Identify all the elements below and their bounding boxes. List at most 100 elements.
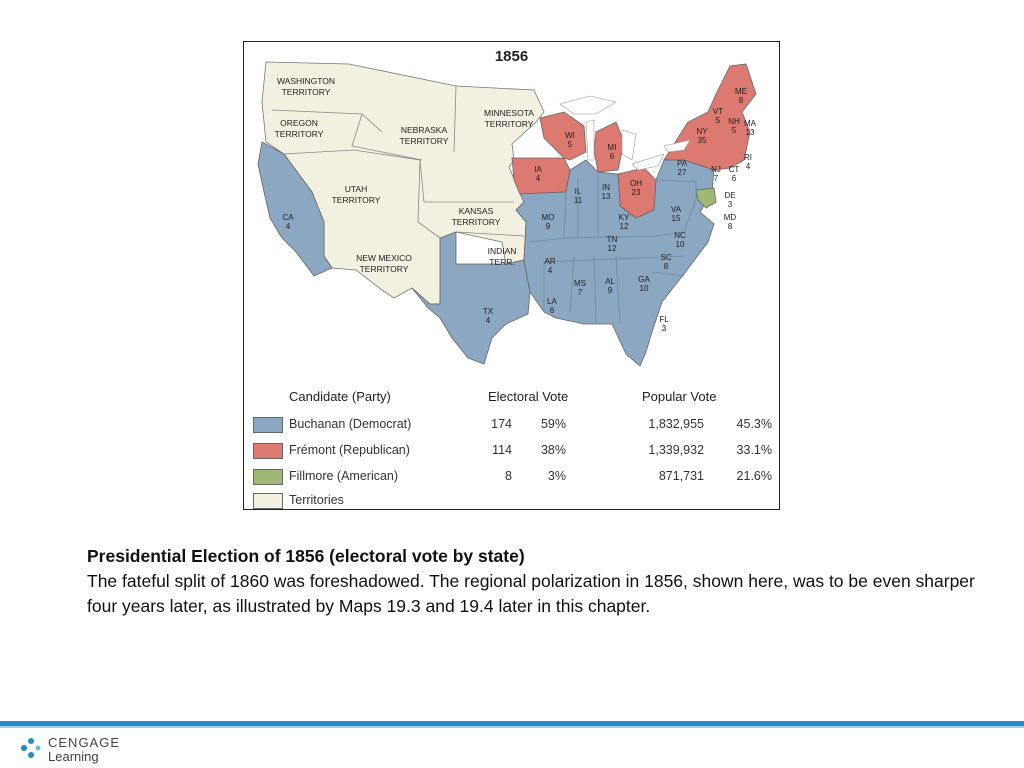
legend-header-electoral: Electoral Vote [488,389,569,404]
state-votes-ca: 4 [286,222,291,231]
territory-label-l2: TERRITORY [360,264,409,274]
us-map: WASHINGTON TERRITORY OREGON TERRITORY NE… [257,61,757,367]
territory-label-l1: NEBRASKA [401,125,448,135]
legend-candidate: Territories [289,493,344,507]
legend-electoral-votes: 174 [491,417,512,431]
svg-text:MINNESOTA: MINNESOTA [484,108,534,118]
legend-candidate: Fillmore (American) [289,469,399,483]
caption-body: The fateful split of 1860 was foreshadow… [87,571,975,616]
territory-label-l2: TERRITORY [332,195,381,205]
state-abbr-ar: AR [544,257,555,266]
state-votes-vt: 5 [716,116,721,125]
state-votes-me: 8 [739,96,744,105]
caption: Presidential Election of 1856 (electoral… [87,544,987,619]
state-abbr-ms: MS [574,279,586,288]
logo-text-bottom: Learning [48,749,99,764]
state-votes-ar: 4 [548,266,553,275]
state-abbr-la: LA [547,297,557,306]
territory-label-l1: UTAH [345,184,368,194]
footer-divider-light [0,726,1024,728]
state-votes-tn: 12 [608,244,617,253]
state-abbr-ga: GA [638,275,650,284]
election-map-figure: 1856 [243,41,780,510]
state-abbr-sc: SC [660,253,671,262]
state-votes-ny: 35 [698,136,707,145]
legend-row-territories: Territories [244,490,779,509]
state-abbr-fl: FL [659,315,669,324]
state-abbr-ia: IA [534,165,542,174]
state-votes-la: 6 [550,306,555,315]
svg-text:NEBRASKA: NEBRASKA [401,125,448,135]
state-ny-ne [663,63,757,171]
state-ia [511,157,571,195]
state-abbr-il: IL [575,187,582,196]
state-votes-pa: 27 [678,168,687,177]
state-votes-wi: 5 [568,140,573,149]
svg-text:NEW MEXICO: NEW MEXICO [356,253,412,263]
state-abbr-mo: MO [542,213,555,222]
map-title: 1856 [494,48,529,65]
svg-text:TERRITORY: TERRITORY [400,136,449,146]
cengage-mark-icon [21,738,41,758]
svg-text:WASHINGTON: WASHINGTON [277,76,335,86]
territory-boundaries [271,85,525,239]
svg-text:OREGON: OREGON [280,118,318,128]
state-abbr-de: DE [724,191,735,200]
state-votes-ri: 4 [746,162,751,171]
state-votes-nh: 5 [732,126,737,135]
state-votes-nj: 7 [714,174,719,183]
svg-text:TERRITORY: TERRITORY [275,129,324,139]
legend-popular-percent: 21.6% [736,469,772,483]
svg-text:TERR.: TERR. [489,257,515,267]
legend-electoral-percent: 59% [540,417,566,431]
state-votes-al: 9 [608,286,613,295]
state-votes-md: 8 [728,222,733,231]
legend-row-buchanan: Buchanan (Democrat) 174 59% 1,832,955 45… [244,414,779,436]
svg-text:TERRITORY: TERRITORY [282,87,331,97]
territory-label-l1: OREGON [280,118,318,128]
footer-divider [0,721,1024,726]
legend-swatch [253,443,283,459]
legend-swatch [253,493,283,509]
svg-text:UTAH: UTAH [345,184,368,194]
territory-label-l1: MINNESOTA [484,108,534,118]
state-ca [257,141,333,277]
state-votes-ct: 6 [732,174,737,183]
state-abbr-tn: TN [607,235,618,244]
state-abbr-ri: RI [744,153,752,162]
caption-title: Presidential Election of 1856 (electoral… [87,546,525,566]
state-abbr-oh: OH [630,179,642,188]
legend-swatch [253,417,283,433]
state-abbr-pa: PA [677,159,688,168]
state-votes-de: 3 [728,200,733,209]
state-votes-ma: 13 [746,128,755,137]
state-abbr-nc: NC [674,231,686,240]
state-votes-ia: 4 [536,174,541,183]
state-votes-fl: 3 [662,324,667,333]
legend-electoral-percent: 3% [547,469,566,483]
state-abbr-in: IN [602,183,610,192]
territory-label-l2: TERRITORY [452,217,501,227]
state-votes-oh: 23 [632,188,641,197]
territory-label-l2: TERRITORY [485,119,534,129]
state-votes-ga: 10 [640,284,649,293]
state-abbr-va: VA [671,205,682,214]
svg-text:TERRITORY: TERRITORY [452,217,501,227]
state-votes-ms: 7 [578,288,583,297]
state-wi [539,111,587,161]
state-votes-mo: 9 [546,222,551,231]
legend-electoral-percent: 38% [540,443,566,457]
legend-row-fillmore: Fillmore (American) 8 3% 871,731 21.6% [244,466,779,488]
state-abbr-vt: VT [713,107,723,116]
logo-text-top: CENGAGE [48,735,121,750]
state-votes-mi: 6 [610,152,615,161]
cengage-logo: CENGAGE Learning [18,733,158,765]
territory-label-l2: TERRITORY [400,136,449,146]
legend-popular-votes: 1,339,932 [648,443,704,457]
state-tx [411,231,531,365]
svg-text:TERRITORY: TERRITORY [332,195,381,205]
state-abbr-al: AL [605,277,615,286]
state-abbr-md: MD [724,213,737,222]
territory-label-l2: TERRITORY [282,87,331,97]
legend-candidate: Buchanan (Democrat) [289,417,412,431]
